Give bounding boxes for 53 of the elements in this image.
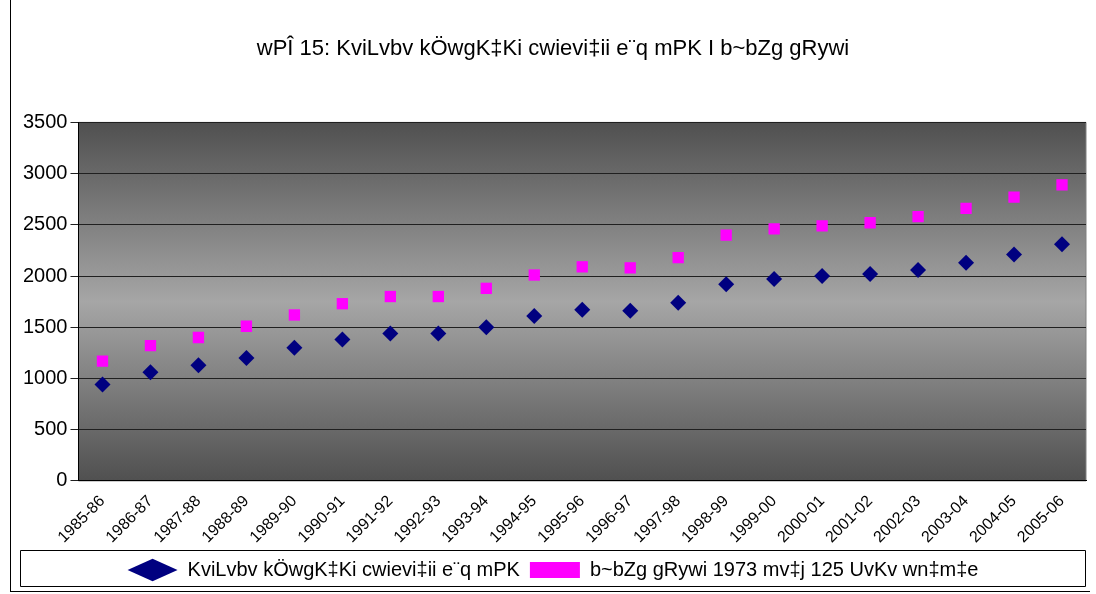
- y-tick-label: 2500: [22, 212, 68, 235]
- point: [334, 331, 351, 348]
- point: [288, 309, 301, 321]
- point: [768, 223, 780, 235]
- point: [144, 340, 157, 352]
- point: [1006, 246, 1023, 263]
- y-tick-label: 2000: [22, 263, 68, 286]
- point: [672, 251, 684, 264]
- point: [528, 269, 540, 281]
- legend-label: b~bZg gRywi 1973 mv‡j 125 UvKv wn‡m‡e: [589, 557, 979, 580]
- point: [192, 331, 205, 344]
- point: [336, 298, 349, 310]
- y-tick-label: 3500: [22, 109, 68, 132]
- point: [430, 325, 447, 342]
- point: [142, 364, 159, 381]
- chart-title: wPÎ 15: KviLvbv kÖwgK‡Ki cwievi‡ii e¨q mPK I b~bZg gRywi: [255, 35, 850, 61]
- point: [238, 349, 255, 366]
- point: [526, 307, 543, 324]
- point: [480, 282, 492, 294]
- point: [1056, 179, 1068, 191]
- point: [240, 320, 253, 332]
- point: [624, 262, 636, 274]
- point: [912, 210, 924, 223]
- y-tick-label: 1000: [22, 365, 68, 388]
- point: [910, 261, 927, 278]
- point: [718, 276, 735, 293]
- point: [576, 261, 588, 273]
- point: [814, 268, 831, 285]
- point: [286, 339, 303, 356]
- point: [382, 325, 399, 342]
- point: [958, 254, 975, 271]
- point: [432, 290, 444, 303]
- legend-label: KviLvbv kÖwgK‡Ki cwievi‡ii e¨q mPK: [187, 557, 521, 580]
- point: [862, 266, 879, 282]
- y-tick-label: 1500: [22, 314, 68, 337]
- point: [816, 220, 828, 232]
- point: [478, 319, 495, 336]
- point: [1054, 236, 1071, 253]
- y-tick-label: 3000: [22, 161, 68, 184]
- point: [574, 301, 591, 318]
- point: [766, 271, 783, 288]
- y-tick-label: 0: [56, 468, 68, 491]
- point: [720, 229, 732, 241]
- point: [96, 355, 109, 367]
- point: [960, 202, 972, 215]
- point: [1008, 191, 1020, 203]
- point: [190, 357, 207, 374]
- point: [670, 294, 687, 311]
- point: [94, 376, 111, 393]
- y-tick-label: 500: [34, 417, 68, 440]
- point: [622, 302, 639, 319]
- point: [864, 217, 876, 229]
- point: [384, 290, 396, 303]
